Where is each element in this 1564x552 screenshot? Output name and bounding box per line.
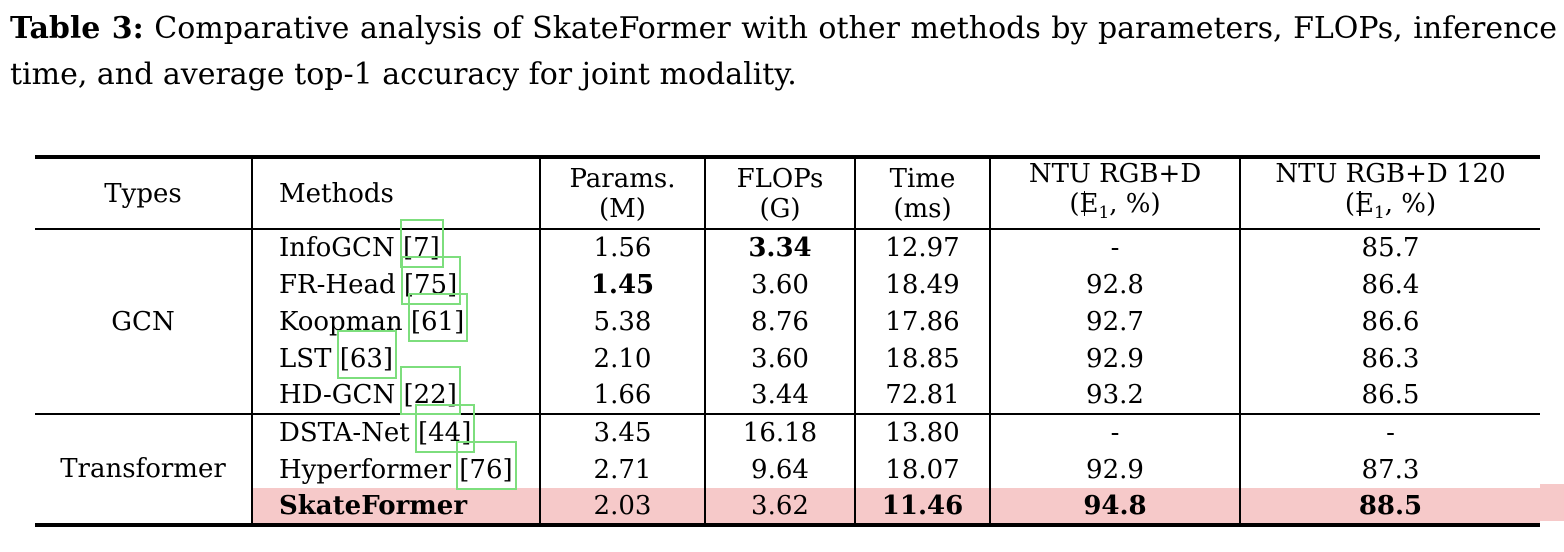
cell-ntu60: 92.9 xyxy=(989,340,1240,378)
cell-flops: 8.76 xyxy=(704,303,855,341)
cell-time: 18.85 xyxy=(854,340,990,378)
cell-time: 13.80 xyxy=(854,413,990,452)
cell-flops: 9.64 xyxy=(704,451,855,489)
citation-ref[interactable]: [7] xyxy=(399,219,444,269)
method-name: InfoGCN xyxy=(279,233,395,264)
col-header-ntu60: NTU RGB+D (E1, %) xyxy=(989,157,1240,231)
header-row: Types Methods Params. (M) FLOPs (G) Time… xyxy=(35,157,1540,231)
citation-ref[interactable]: [22] xyxy=(400,366,461,416)
cell-flops: 3.62 xyxy=(704,488,855,526)
table-row: Transformer DSTA-Net [44] 3.45 16.18 13.80- - xyxy=(35,404,1540,526)
col-header-types: Types xyxy=(35,157,252,231)
cell-method: SkateFormer xyxy=(251,488,540,526)
cell-method: HD-GCN [22] xyxy=(251,366,540,416)
type-group-label: GCN xyxy=(111,306,175,337)
cell-ntu120: 86.5 xyxy=(1239,377,1540,415)
cell-time: 72.81 xyxy=(854,377,990,415)
citation-ref[interactable]: [76] xyxy=(456,440,517,490)
cell-method: Hyperformer [76] xyxy=(251,440,540,490)
table-row: Hyperformer [76] 2.71 9.64 18.07 92.9 87.3 xyxy=(35,440,1540,490)
method-name: Hyperformer xyxy=(279,454,451,485)
col-header-time: Time (ms) xyxy=(854,157,990,231)
cell-ntu120: 85.7 xyxy=(1239,229,1540,267)
cell-params: 3.45 xyxy=(539,413,705,452)
cell-params: 5.38 xyxy=(539,303,705,341)
table-row: LST [63] 2.10 3.60 18.85 92.9 86.3 xyxy=(35,329,1540,379)
cell-method: DSTA-Net [44] xyxy=(251,404,540,454)
method-name: FR-Head xyxy=(279,269,396,300)
cell-ntu60: 92.7 xyxy=(989,303,1240,341)
cell-method: InfoGCN [7] xyxy=(251,219,540,269)
citation-ref[interactable]: [44] xyxy=(415,404,476,454)
table-row: SkateFormer 2.03 3.62 11.46 94.8 88.5 xyxy=(35,488,1540,526)
cell-ntu120: 86.3 xyxy=(1239,340,1540,378)
cell-ntu120: - xyxy=(1239,413,1540,452)
cell-time: 17.86 xyxy=(854,303,990,341)
table-row: GCN InfoGCN [7] 1.56 3.34 12.97-85.7 xyxy=(35,219,1540,337)
cell-method: LST [63] xyxy=(251,329,540,379)
cell-ntu120: 88.5 xyxy=(1239,488,1540,526)
cell-params: 1.45 xyxy=(539,266,705,304)
cell-flops: 16.18 xyxy=(704,413,855,452)
cell-ntu60: 92.9 xyxy=(989,451,1240,489)
cell-ntu60: 94.8 xyxy=(989,488,1240,526)
cell-ntu60: - xyxy=(989,413,1240,452)
method-name: Koopman xyxy=(279,306,403,337)
cell-ntu120: 86.4 xyxy=(1239,266,1540,304)
type-group-label: Transformer xyxy=(35,413,252,526)
cell-method: Koopman [61] xyxy=(251,292,540,342)
cell-ntu60: 92.8 xyxy=(989,266,1240,304)
table-caption: Table 3: Comparative analysis of SkateFo… xyxy=(10,6,1557,98)
cell-params: 1.66 xyxy=(539,377,705,415)
blackboard-e: E xyxy=(1079,189,1099,219)
method-name: HD-GCN xyxy=(279,380,396,411)
col-header-flops: FLOPs (G) xyxy=(704,157,855,231)
col-header-params: Params. (M) xyxy=(539,157,705,231)
cell-flops: 3.34 xyxy=(704,229,855,267)
table-row: HD-GCN [22] 1.66 3.44 72.81 93.2 86.5 xyxy=(35,366,1540,416)
blackboard-e: E xyxy=(1354,189,1374,219)
cell-params: 2.10 xyxy=(539,340,705,378)
cell-ntu60: - xyxy=(989,229,1240,267)
cell-ntu60: 93.2 xyxy=(989,377,1240,415)
caption-label: Table 3: xyxy=(10,11,144,46)
cell-ntu120: 87.3 xyxy=(1239,451,1540,489)
cell-time: 18.07 xyxy=(854,451,990,489)
col-header-ntu120: NTU RGB+D 120 (E1, %) xyxy=(1239,157,1540,231)
table-row: FR-Head [75] 1.45 3.60 18.49 92.8 86.4 xyxy=(35,255,1540,305)
highlight-overflow-strip xyxy=(1540,484,1564,521)
cell-method: FR-Head [75] xyxy=(251,255,540,305)
table-row: Koopman [61] 5.38 8.76 17.86 92.7 86.6 xyxy=(35,292,1540,342)
method-name: LST xyxy=(279,343,332,374)
cell-params: 1.56 xyxy=(539,229,705,267)
cell-flops: 3.60 xyxy=(704,266,855,304)
cell-flops: 3.44 xyxy=(704,377,855,415)
cell-time: 18.49 xyxy=(854,266,990,304)
comparison-table: Types Methods Params. (M) FLOPs (G) Time… xyxy=(35,155,1540,528)
citation-ref[interactable]: [75] xyxy=(400,255,462,305)
citation-ref[interactable]: [63] xyxy=(336,329,398,379)
caption-text: Comparative analysis of SkateFormer with… xyxy=(10,11,1557,92)
method-name: SkateFormer xyxy=(279,490,468,521)
cell-params: 2.71 xyxy=(539,451,705,489)
citation-ref[interactable]: [61] xyxy=(407,292,469,342)
col-header-methods: Methods xyxy=(251,157,540,231)
cell-flops: 3.60 xyxy=(704,340,855,378)
cell-time: 11.46 xyxy=(854,488,990,526)
cell-params: 2.03 xyxy=(539,488,705,526)
method-name: DSTA-Net xyxy=(279,418,410,449)
cell-ntu120: 86.6 xyxy=(1239,303,1540,341)
cell-time: 12.97 xyxy=(854,229,990,267)
